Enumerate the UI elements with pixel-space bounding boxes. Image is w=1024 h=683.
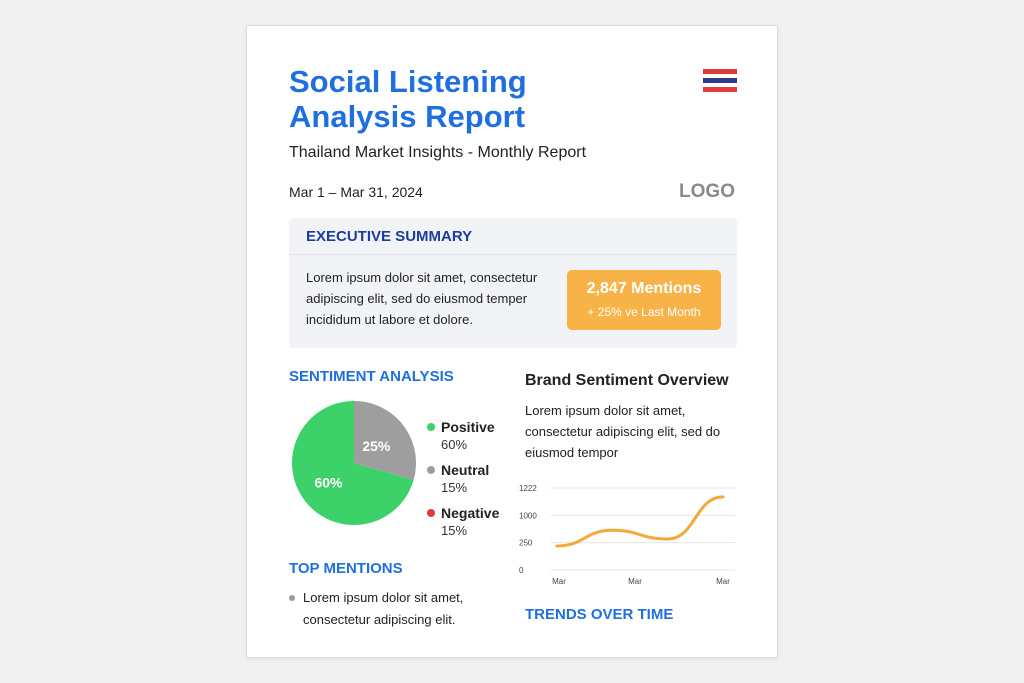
flag-stripe-2 (703, 73, 737, 79)
brand-overview-text: Lorem ipsum dolor sit amet, consectetur … (525, 403, 721, 460)
executive-summary-text: Lorem ipsum dolor sit amet, consectetur … (306, 270, 538, 327)
brand-overview-title: Brand Sentiment Overview (525, 372, 729, 389)
mentions-change: + 25% ve Last Month (587, 305, 701, 319)
executive-summary-heading: EXECUTIVE SUMMARY (289, 218, 737, 255)
sentiment-pie-chart: 60% 25% (292, 401, 416, 525)
date-range: Mar 1 – Mar 31, 2024 (289, 184, 423, 200)
pie-label-positive: 60% (314, 474, 343, 490)
mentions-count: 2,847 Mentions (586, 280, 702, 297)
y-tick-label: 1000 (519, 511, 537, 520)
y-tick-label: 0 (519, 566, 524, 575)
legend-item-neutral: Neutral 15% (427, 461, 499, 496)
x-tick-label: Mar (552, 577, 566, 586)
pie-label-neutral: 25% (362, 438, 391, 454)
pie-slice-positive (292, 401, 414, 525)
legend-value-neutral: 15% (441, 480, 468, 495)
top-mentions-heading: TOP MENTIONS (289, 560, 403, 577)
executive-summary-box: EXECUTIVE SUMMARY Lorem ipsum dolor sit … (289, 218, 737, 348)
y-tick-label: 250 (519, 539, 533, 548)
x-tick-label: Mar (628, 577, 642, 586)
report-title: Social Listening Analysis Report (289, 64, 527, 134)
report-page: Social Listening Analysis Report Thailan… (246, 25, 778, 658)
sentiment-analysis-heading: SENTIMENT ANALYSIS (289, 368, 454, 385)
legend-dot-negative (427, 509, 435, 517)
legend-value-positive: 60% (441, 437, 468, 452)
legend-label-positive: Positive (441, 419, 495, 435)
logo-placeholder: LOGO (679, 181, 735, 202)
legend-value-negative: 15% (441, 523, 468, 538)
legend-dot-neutral (427, 466, 435, 474)
y-tick-label: 1222 (519, 484, 537, 493)
top-mention-item: Lorem ipsum dolor sit amet, consectetur … (289, 587, 489, 631)
x-tick-label: Mar (716, 577, 730, 586)
trend-line-chart: 1222 1000 250 0 Mar Mar Mar (519, 484, 735, 586)
legend-label-neutral: Neutral (441, 462, 490, 478)
pie-slice-neutral (354, 401, 416, 480)
sentiment-legend: Positive 60% Neutral 15% Negative 15% (427, 418, 499, 547)
legend-dot-positive (427, 423, 435, 431)
legend-item-positive: Positive 60% (427, 418, 499, 453)
thailand-flag-icon (703, 69, 737, 92)
flag-stripe-4 (703, 82, 737, 88)
report-subtitle: Thailand Market Insights - Monthly Repor… (289, 144, 587, 161)
flag-stripe-1 (703, 69, 737, 74)
trends-heading: TRENDS OVER TIME (525, 606, 674, 623)
mentions-badge: 2,847 Mentions + 25% ve Last Month (567, 270, 721, 330)
flag-stripe-5 (703, 87, 737, 92)
flag-stripe-3 (703, 78, 737, 83)
legend-item-negative: Negative 15% (427, 504, 499, 539)
trend-series-line (555, 495, 725, 548)
legend-label-negative: Negative (441, 505, 500, 521)
